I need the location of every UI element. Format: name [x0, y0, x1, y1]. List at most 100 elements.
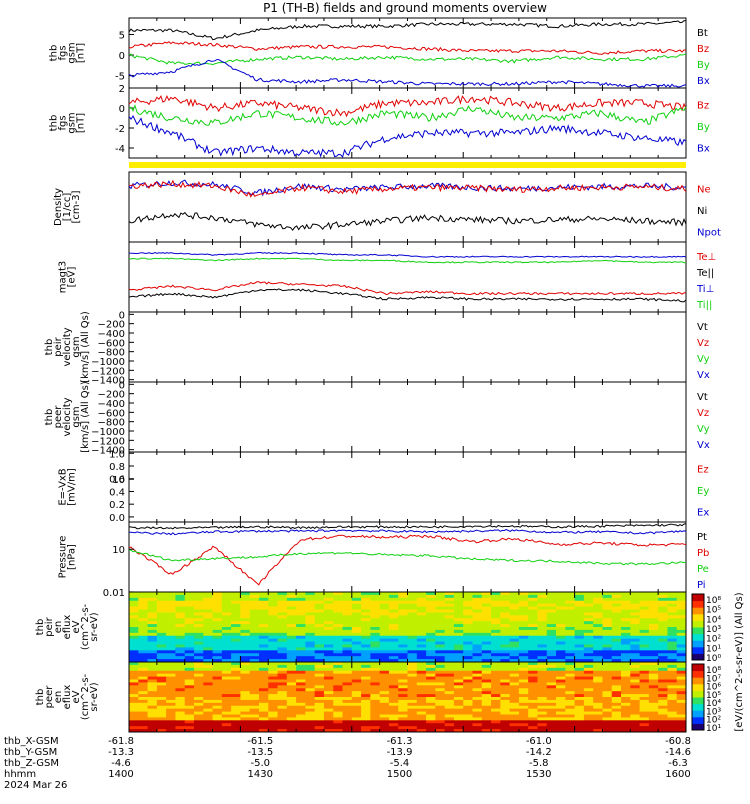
y-tick-label: −600 [98, 338, 125, 349]
heatmap-cell [630, 615, 641, 619]
heatmap-cell [648, 717, 659, 721]
y-tick-label: -5 [115, 72, 125, 83]
heatmap-cell [500, 597, 511, 602]
heatmap-cell [583, 726, 594, 730]
heatmap-cell [500, 609, 511, 613]
heatmap-cell [574, 714, 585, 718]
heatmap-cell [296, 670, 306, 675]
heatmap-cell [426, 717, 436, 721]
heatmap-cell [175, 711, 186, 715]
heatmap-cell [639, 673, 650, 678]
heatmap-cell [407, 659, 418, 663]
heatmap-cell [268, 653, 279, 657]
heatmap-cell [416, 632, 427, 637]
heatmap-cell [509, 708, 520, 713]
heatmap-cell [388, 726, 399, 730]
heatmap-cell [435, 638, 446, 643]
y-tick-label: 10 [112, 545, 125, 556]
heatmap-cell [388, 705, 399, 710]
heatmap-cell [639, 688, 650, 692]
heatmap-cell [342, 662, 353, 666]
heatmap-cell [305, 705, 316, 710]
heatmap-cell [268, 697, 279, 701]
heatmap-cell [593, 694, 603, 698]
heatmap-cell [509, 624, 520, 628]
heatmap-cell [286, 726, 297, 730]
heatmap-cell [500, 673, 511, 678]
heatmap-cell [296, 729, 306, 733]
heatmap-cell [361, 699, 371, 704]
heatmap-cell [184, 618, 195, 622]
heatmap-cell [602, 664, 613, 669]
panel-frame [128, 381, 687, 453]
colorbar-tick-label: 10⁴ [706, 699, 721, 709]
heatmap-cell [676, 650, 687, 654]
heatmap-cell [416, 711, 427, 715]
y-tick-label: −1000 [91, 357, 125, 368]
heatmap-cell [314, 697, 325, 701]
heatmap-cell [277, 714, 288, 718]
heatmap-cell [658, 702, 668, 707]
heatmap-cell [221, 664, 232, 669]
heatmap-cell [556, 662, 566, 666]
heatmap-cell [379, 624, 390, 628]
legend-entry: Vz [697, 338, 709, 349]
heatmap-cell [658, 697, 668, 701]
heatmap-cell [333, 621, 344, 625]
heatmap-cell [314, 629, 325, 634]
heatmap-cell [323, 694, 334, 698]
heatmap-cell [138, 597, 149, 602]
heatmap-cell [546, 632, 557, 637]
heatmap-cell [342, 699, 353, 704]
heatmap-cell [323, 726, 334, 730]
heatmap-cell [416, 662, 427, 666]
heatmap-cell [667, 600, 678, 605]
heatmap-cell [574, 603, 585, 608]
heatmap-cell [240, 606, 251, 610]
heatmap-cell [147, 627, 158, 631]
heatmap-cell [537, 682, 548, 686]
heatmap-cell [574, 647, 585, 651]
heatmap-cell [398, 714, 408, 718]
heatmap-cell [621, 723, 631, 727]
heatmap-cell [528, 592, 538, 596]
heatmap-cell [602, 606, 613, 610]
y-axis-label: thb [44, 409, 55, 426]
legend-entry: Npot [697, 227, 721, 238]
heatmap-cell [574, 720, 585, 724]
heatmap-cell [556, 629, 566, 634]
heatmap-cell [565, 694, 576, 698]
heatmap-cell [296, 705, 306, 710]
heatmap-cell [398, 635, 408, 640]
heatmap-cell [537, 592, 548, 596]
heatmap-cell [342, 711, 353, 715]
heatmap-cell [388, 609, 399, 613]
heatmap-cell [314, 662, 325, 666]
heatmap-cell [518, 723, 529, 727]
heatmap-cell [240, 714, 251, 718]
heatmap-cell [546, 621, 557, 625]
heatmap-cell [630, 600, 641, 605]
heatmap-cell [175, 664, 186, 669]
heatmap-cell [314, 612, 325, 616]
heatmap-cell [221, 659, 232, 663]
heatmap-cell [286, 609, 297, 613]
heatmap-cell [481, 606, 492, 610]
heatmap-cell [472, 659, 483, 663]
heatmap-cell [518, 621, 529, 625]
heatmap-cell [639, 714, 650, 718]
y-axis-label: thb [35, 619, 46, 636]
heatmap-cell [305, 638, 316, 643]
y-tick-label: −400 [98, 329, 125, 340]
heatmap-cell [203, 603, 214, 608]
heatmap-cell [221, 624, 232, 628]
heatmap-cell [351, 635, 362, 640]
heatmap-cell [333, 667, 344, 672]
heatmap-cell [166, 627, 176, 631]
heatmap-cell [593, 624, 603, 628]
heatmap-cell [500, 676, 511, 680]
heatmap-cell [407, 726, 418, 730]
heatmap-cell [565, 597, 576, 602]
heatmap-cell [175, 612, 186, 616]
heatmap-cell [221, 702, 232, 707]
